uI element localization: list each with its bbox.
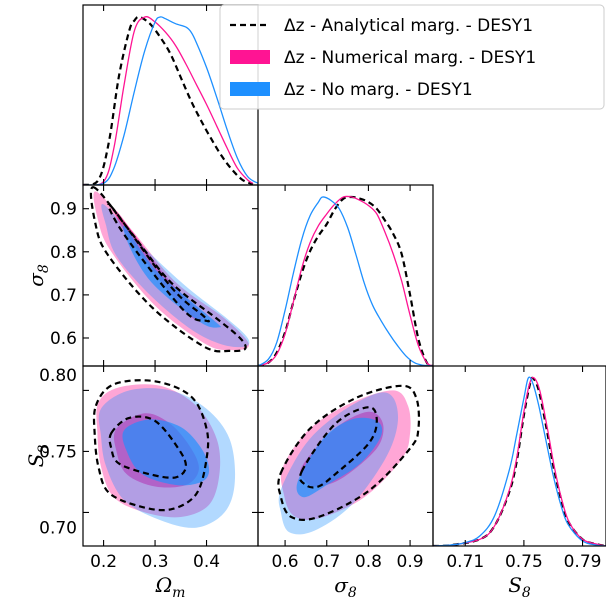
x-axis-label-om: Ωm [155, 573, 186, 601]
y-tick-label: 0.9 [50, 200, 77, 220]
x-axis-label-S8: S8 [508, 573, 531, 601]
contour-outer-om-S8-series-0 [92, 379, 210, 512]
contour-inner-s8-S8-series-0 [298, 406, 378, 489]
legend-entry-label: Δz - No marg. - DESY1 [284, 80, 473, 100]
y-tick-label: 0.6 [50, 329, 77, 349]
contour-inner-s8-S8-series-2 [296, 417, 383, 498]
legend-box [219, 4, 605, 110]
y-tick-label: 0.7 [50, 286, 77, 306]
marginal-curve-s8-series-1 [258, 195, 433, 366]
panel-frame [432, 365, 606, 547]
x-tick-label: 0.7 [313, 552, 340, 572]
legend-swatch-filled [230, 82, 270, 96]
marginal-curve-S8-series-1 [433, 376, 606, 546]
x-tick-label: 0.75 [505, 552, 543, 572]
x-tick-label: 0.3 [142, 552, 169, 572]
y-tick-label: 0.70 [39, 519, 77, 539]
x-tick-label: 0.6 [272, 552, 299, 572]
marginal-curve-om-series-0 [83, 15, 254, 185]
contour-outer-s8-S8-series-0 [277, 384, 421, 521]
contour-outer-om-s8-series-1 [93, 191, 249, 351]
x-tick-label: 0.79 [564, 552, 602, 572]
legend-entry-label: Δz - Analytical marg. - DESY1 [284, 16, 533, 36]
marginal-curve-om-series-1 [83, 16, 254, 185]
y-tick-label: 0.75 [39, 442, 77, 462]
panel-s8-vs-S8: 0.6 0.7 0.8 0.9 [257, 365, 434, 572]
panel-om-vs-s8: 0.6 0.7 0.8 0.9 [50, 184, 259, 367]
legend-entry-label: Δz - Numerical marg. - DESY1 [284, 48, 536, 68]
panel-om-vs-S8: 0.2 0.3 0.4 0.70 0.75 0.80 [39, 365, 259, 572]
x-tick-label: 0.2 [90, 552, 117, 572]
y-axis-label-S8: S8 [24, 445, 52, 468]
marginal-curve-s8-series-2 [258, 196, 433, 366]
marginal-curve-om-series-2 [83, 16, 258, 185]
marginal-curve-S8-series-0 [433, 376, 606, 546]
y-tick-label: 0.8 [50, 243, 77, 263]
x-tick-label: 0.4 [193, 552, 220, 572]
marginal-curve-S8-series-2 [433, 376, 606, 546]
contour-inner-om-s8-series-0 [107, 203, 210, 323]
x-tick-label: 0.8 [355, 552, 382, 572]
legend: Δz - Analytical marg. - DESY1 Δz - Numeri… [219, 4, 605, 110]
legend-swatch-filled [230, 50, 270, 64]
y-tick-label: 0.80 [39, 366, 77, 386]
panel-s8-marginal [257, 184, 434, 367]
contour-outer-om-s8-series-0 [89, 186, 247, 353]
contour-inner-om-S8-series-0 [108, 415, 188, 479]
x-tick-label: 0.9 [397, 552, 424, 572]
panel-S8-marginal: 0.71 0.75 0.79 [432, 365, 606, 572]
y-axis-label-s8: σ8 [24, 264, 52, 287]
x-tick-label: 0.71 [446, 552, 484, 572]
x-axis-label-s8: σ8 [334, 573, 357, 601]
contour-outer-om-s8-series-2 [101, 204, 250, 348]
contour-inner-om-S8-series-2 [122, 419, 210, 486]
